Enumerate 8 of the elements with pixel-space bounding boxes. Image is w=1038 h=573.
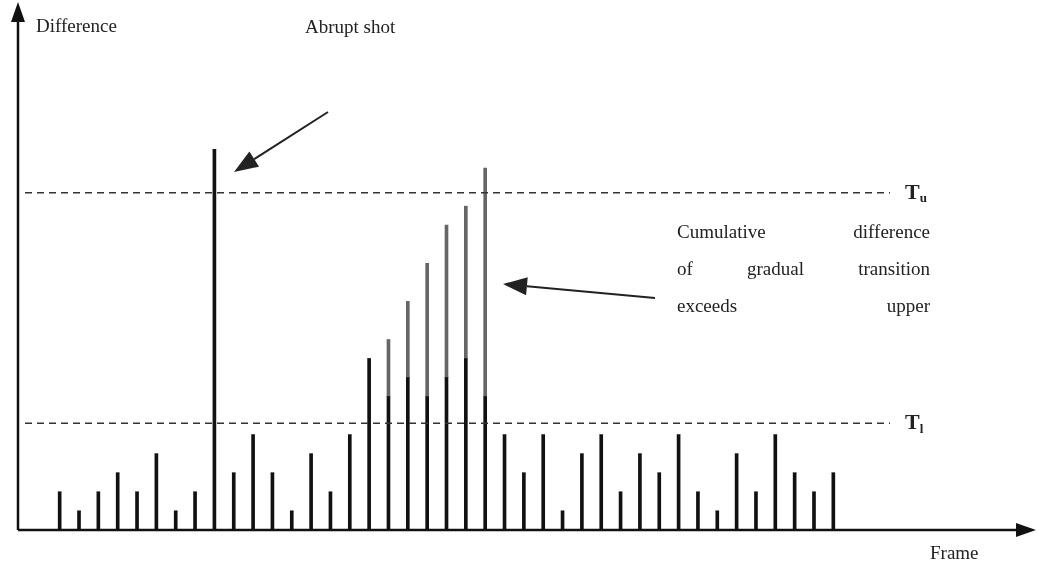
bar — [464, 205, 468, 359]
text: Abrupt shot — [305, 16, 396, 38]
bar — [425, 262, 429, 397]
text: Difference — [36, 15, 117, 37]
bar — [483, 167, 488, 397]
annotation: Cumulative difference of gradual transition exceeds upper — [677, 220, 930, 318]
x-axis-title: Frame — [930, 542, 979, 564]
bar — [405, 301, 410, 378]
